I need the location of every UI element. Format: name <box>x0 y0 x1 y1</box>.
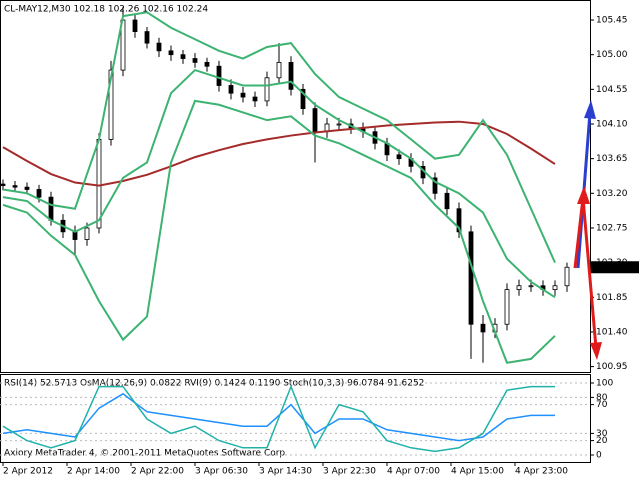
candle-body <box>396 154 402 160</box>
y-tick-label: 105.00 <box>596 50 628 60</box>
indicator-y-tick-label: 100 <box>596 379 613 389</box>
x-tick-label: 2 Apr 22:00 <box>131 467 184 477</box>
y-tick-label: 104.55 <box>596 85 628 95</box>
x-tick-label: 2 Apr 2012 <box>3 467 53 477</box>
candle-body <box>456 208 462 233</box>
last-price-box <box>591 261 639 274</box>
main-frame <box>0 0 591 373</box>
y-tick-label: 102.75 <box>596 223 628 233</box>
indicator-y-tick-label: 80 <box>596 393 608 403</box>
x-tick-label: 3 Apr 22:30 <box>323 467 376 477</box>
x-tick-label: 3 Apr 06:30 <box>195 467 248 477</box>
candle-body <box>132 19 138 32</box>
candle-body <box>84 227 90 240</box>
candle-body <box>36 189 42 198</box>
y-tick-label: 105.45 <box>596 16 628 26</box>
candle-body <box>144 31 150 44</box>
y-tick-label: 101.85 <box>596 293 628 303</box>
y-tick-label: 103.20 <box>596 189 628 199</box>
indicator-frame <box>0 374 591 463</box>
candle-body <box>468 231 474 325</box>
y-tick-label: 100.95 <box>596 362 628 372</box>
x-tick-label: 4 Apr 15:00 <box>451 467 504 477</box>
candle-body <box>72 231 78 240</box>
candle-body <box>204 61 210 67</box>
red-arrow-head <box>590 342 602 360</box>
line <box>2 99 556 364</box>
y-tick-label: 103.65 <box>596 154 628 164</box>
candle-body <box>48 196 54 221</box>
plot-layer: 100.95101.40101.85102.30102.75103.20103.… <box>0 6 639 477</box>
candle-body <box>552 285 558 290</box>
x-tick-label: 2 Apr 14:00 <box>67 467 120 477</box>
candle-body <box>252 96 258 102</box>
last-price-label: 102.24 <box>596 263 628 273</box>
candle-body <box>96 139 102 229</box>
candle-body <box>432 177 438 194</box>
blue-arrow-head <box>584 100 596 119</box>
candle-body <box>240 92 246 98</box>
candle-body <box>180 54 186 59</box>
chart-title: CL-MAY12,M30 102.18 102.26 102.16 102.24 <box>4 5 208 15</box>
line <box>2 68 556 299</box>
red-arrow-head <box>577 186 590 204</box>
x-tick-label: 4 Apr 07:00 <box>387 467 440 477</box>
candle-body <box>444 192 450 210</box>
line <box>2 120 556 187</box>
indicator-y-tick-label: 20 <box>596 436 608 446</box>
candle-body <box>216 65 222 86</box>
candle-body <box>336 123 342 126</box>
candle-body <box>276 61 282 79</box>
candle-body <box>264 77 270 102</box>
candle-body <box>108 69 114 140</box>
x-tick-label: 3 Apr 14:30 <box>259 467 312 477</box>
candle-body <box>516 285 522 290</box>
candle-body <box>156 42 162 52</box>
candle-body <box>228 85 234 94</box>
candle-body <box>192 58 198 63</box>
annotation-arrows <box>573 100 602 360</box>
indicator-y-tick-label: 70 <box>596 400 608 410</box>
indicator-y-tick-label: 0 <box>596 451 602 461</box>
y-tick-label: 104.10 <box>596 120 628 130</box>
candle-body <box>288 61 294 90</box>
indicator-label: RSI(14) 52.5713 OsMA(12,26,9) 0.0822 RVI… <box>4 379 424 389</box>
candle-body <box>504 289 510 325</box>
indicator-y-tick-label: 30 <box>596 429 608 439</box>
watermark: Axiory MetaTrader 4, © 2001-2011 MetaQuo… <box>4 449 288 459</box>
candle-body <box>168 50 174 56</box>
candle-body <box>564 266 570 287</box>
candle-body <box>24 186 30 190</box>
y-tick-label: 101.40 <box>596 327 628 337</box>
x-tick-label: 4 Apr 23:00 <box>515 467 568 477</box>
candle-body <box>528 285 534 288</box>
candle-body <box>480 323 486 333</box>
candle-body <box>312 108 318 133</box>
candle-body <box>12 185 18 188</box>
candle-body <box>0 183 6 187</box>
candle-body <box>300 88 306 109</box>
line <box>2 384 555 453</box>
line <box>2 11 556 264</box>
